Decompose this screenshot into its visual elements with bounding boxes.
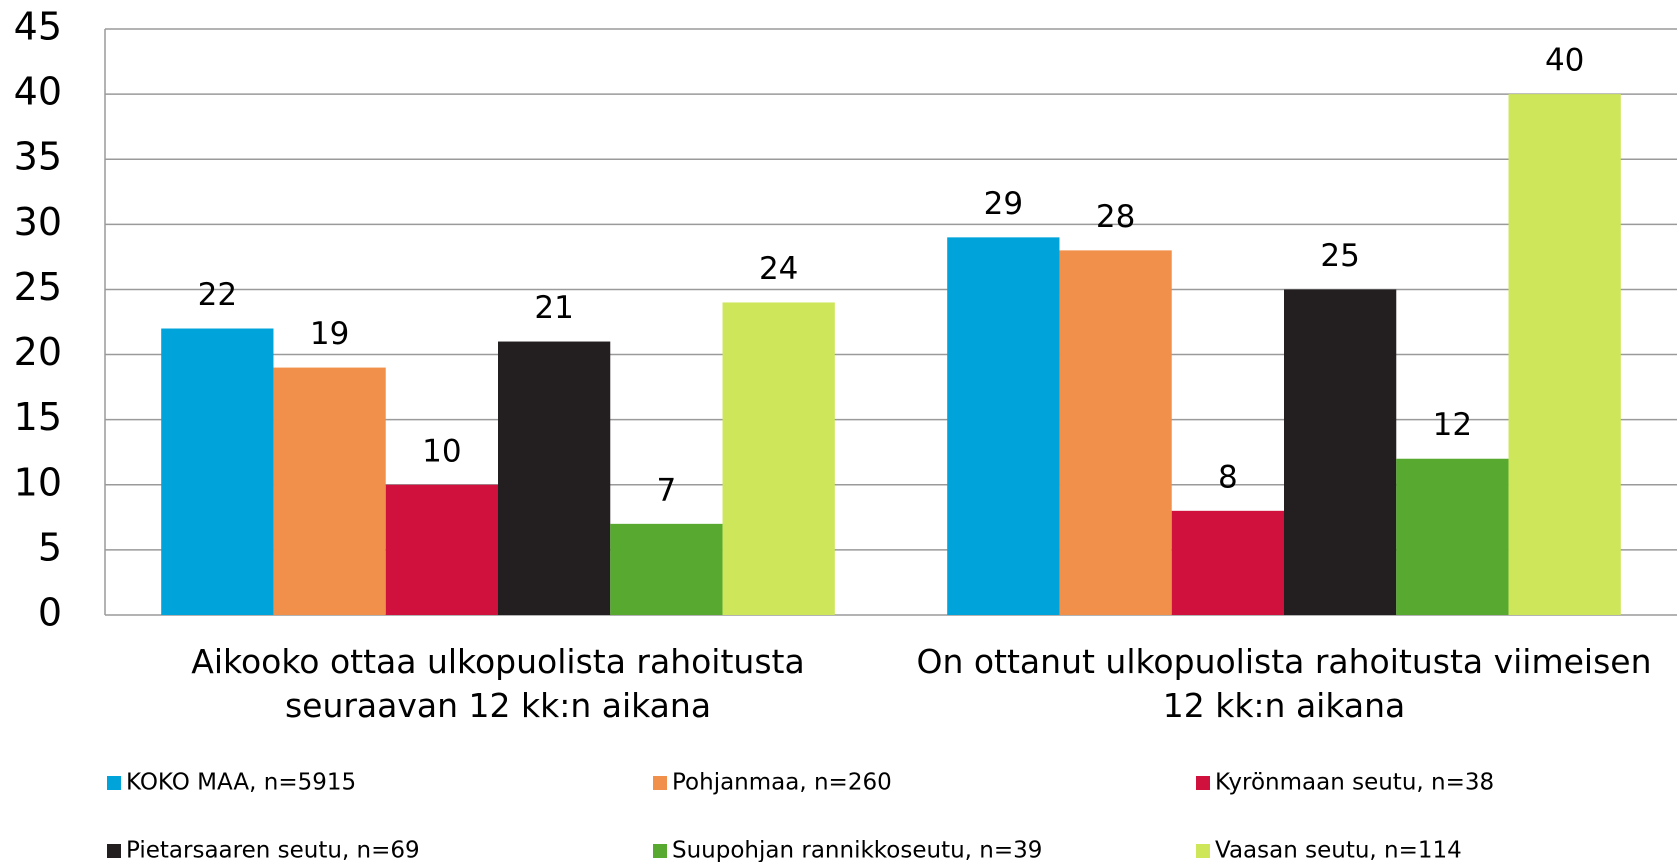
y-tick-label: 35 <box>14 135 62 179</box>
legend-swatch <box>653 844 667 858</box>
bar <box>947 237 1060 615</box>
x-tick-label: Aikooko ottaa ulkopuolista rahoitusta se… <box>191 642 805 725</box>
y-tick-label: 20 <box>14 330 62 374</box>
legend-swatch <box>107 776 121 790</box>
bar <box>498 341 611 615</box>
bar <box>385 484 498 615</box>
data-label: 29 <box>984 186 1023 222</box>
data-label: 24 <box>759 251 798 287</box>
legend-label: Vaasan seutu, n=114 <box>1215 838 1462 862</box>
data-label: 19 <box>310 316 349 352</box>
legend-swatch <box>1196 844 1210 858</box>
bar <box>1059 250 1172 615</box>
data-label: 8 <box>1218 459 1238 495</box>
legend-label: Pietarsaaren seutu, n=69 <box>126 838 420 862</box>
bar <box>610 523 723 615</box>
data-label: 25 <box>1320 238 1359 274</box>
legend-label: Kyrönmaan seutu, n=38 <box>1215 770 1494 796</box>
legend-label: Suupohjan rannikkoseutu, n=39 <box>672 838 1042 862</box>
bar <box>722 302 835 615</box>
bar <box>273 367 386 615</box>
legend-swatch <box>653 776 667 790</box>
bar <box>1284 289 1397 615</box>
legend-label: KOKO MAA, n=5915 <box>126 770 356 796</box>
y-tick-label: 0 <box>38 591 62 635</box>
y-tick-label: 10 <box>14 460 62 504</box>
data-label: 40 <box>1545 43 1584 79</box>
bar <box>161 328 274 615</box>
y-tick-label: 30 <box>14 200 62 244</box>
legend-swatch <box>1196 776 1210 790</box>
y-tick-label: 45 <box>14 5 62 49</box>
data-label: 21 <box>534 290 573 326</box>
data-label: 22 <box>198 277 237 313</box>
data-label: 7 <box>657 472 677 508</box>
y-tick-label: 40 <box>14 70 62 114</box>
legend-label: Pohjanmaa, n=260 <box>672 770 892 796</box>
data-label: 12 <box>1433 407 1472 443</box>
y-tick-label: 15 <box>14 395 62 439</box>
y-tick-label: 25 <box>14 265 62 309</box>
legend-swatch <box>107 844 121 858</box>
bar <box>1171 510 1284 615</box>
data-label: 10 <box>422 433 461 469</box>
data-label: 28 <box>1096 199 1135 235</box>
y-tick-label: 5 <box>38 525 62 569</box>
bar <box>1508 94 1621 616</box>
x-tick-label: On ottanut ulkopuolista rahoitusta viime… <box>916 642 1652 725</box>
bar <box>1396 458 1509 615</box>
